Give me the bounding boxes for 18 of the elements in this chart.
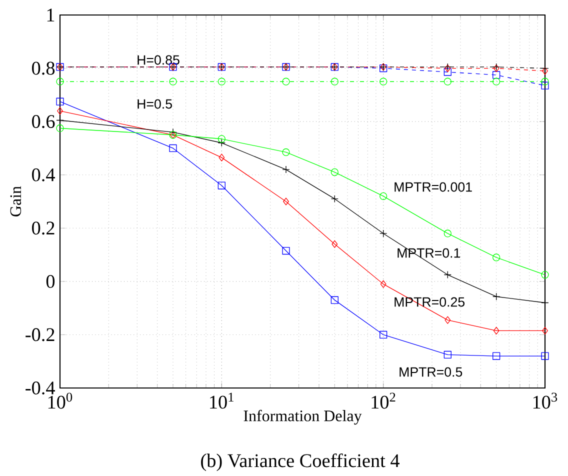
text: (b) Variance Coefficient 4	[201, 454, 400, 472]
y-tick-label: 0.4	[32, 168, 55, 182]
y-tick-label: 0.8	[32, 62, 55, 76]
annotation: MPTR=0.001	[394, 182, 472, 192]
y-tick-label: 0.2	[32, 222, 54, 235]
x-tick-label: 10$^{2}$	[372, 392, 396, 409]
y-tick-label: -0.2	[26, 328, 54, 342]
x-tick-label: 10$^{3}$	[533, 392, 558, 409]
annotation: H=0.5	[138, 100, 172, 109]
x-tick-label: 10$^{1}$	[210, 392, 234, 409]
x-axis-title: Information Delay	[244, 410, 362, 425]
y-tick-label: 1	[47, 8, 54, 22]
annotation: MPTR=0.5	[400, 368, 462, 377]
y-tick-label: 0.6	[32, 115, 55, 128]
y-tick-label: -0.4	[26, 382, 55, 395]
annotation: H=0.85	[138, 56, 180, 65]
y-tick-label: 0	[46, 275, 55, 288]
y-axis-title: Gain	[10, 186, 22, 217]
